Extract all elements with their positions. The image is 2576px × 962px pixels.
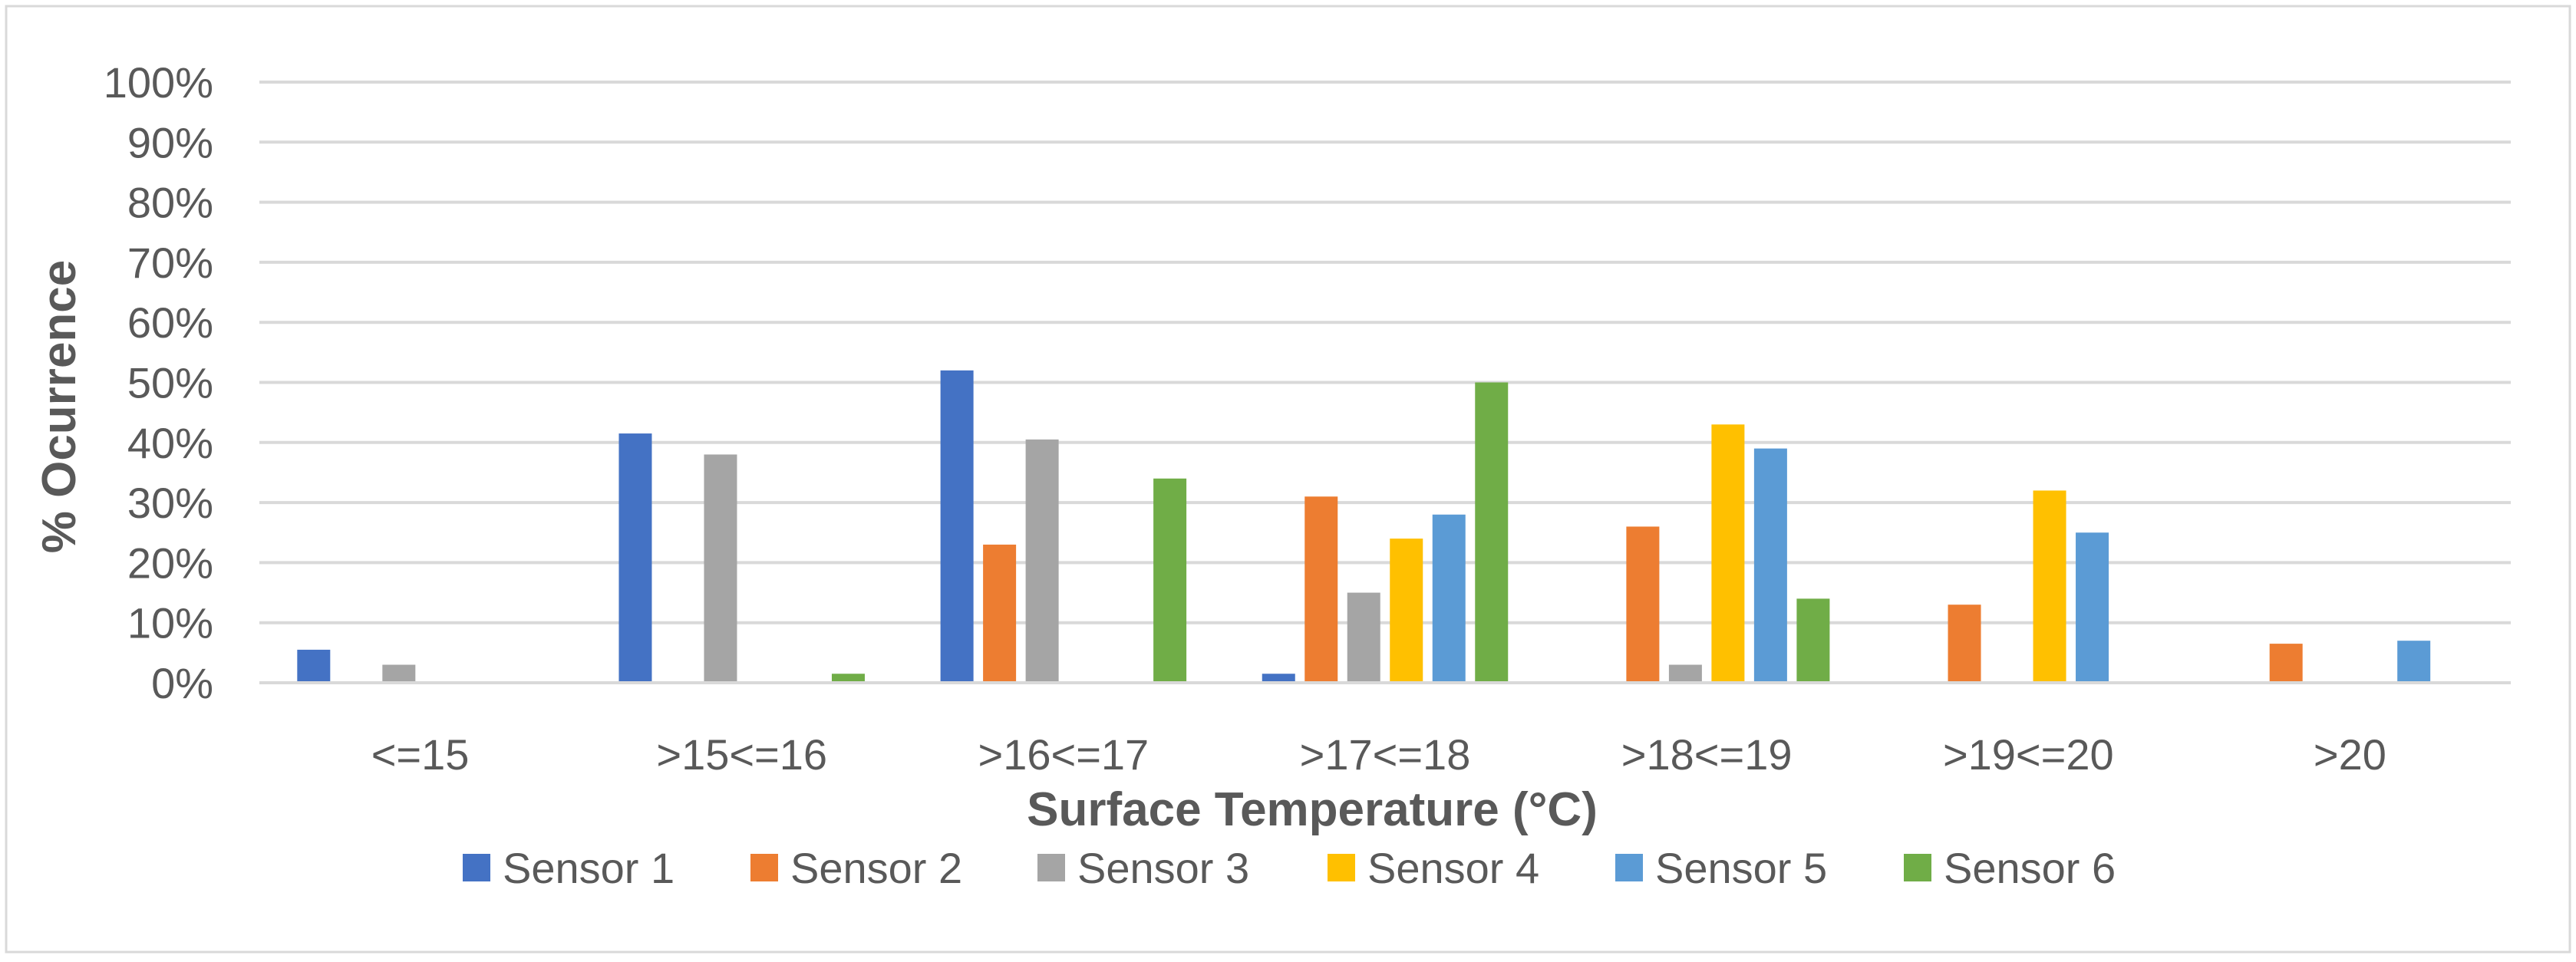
bar-sensor-2 [2269,644,2303,683]
bar-sensor-1 [297,649,331,683]
legend-swatch [1904,854,1931,881]
x-tick-label: >19<=20 [1943,730,2114,779]
x-tick-label: >18<=19 [1621,730,1793,779]
y-tick-label: 100% [104,58,213,107]
bar-sensor-1 [1262,674,1295,683]
y-axis-label: % Ocurrence [33,260,86,554]
bar-sensor-3 [704,454,737,683]
bar-sensor-3 [1668,664,1702,683]
bar-sensor-2 [1626,526,1660,683]
bars [297,370,2431,683]
bar-sensor-3 [382,664,416,683]
bar-sensor-2 [983,544,1017,683]
x-tick-label: >17<=18 [1300,730,1471,779]
y-tick-label: 60% [127,298,213,347]
chart-border [5,5,2571,954]
legend-swatch [1328,854,1355,881]
bar-sensor-5 [2076,532,2109,683]
x-axis-label: Surface Temperature (°C) [1027,783,1598,836]
legend-label: Sensor 5 [1655,844,1827,892]
y-tick-label: 90% [127,118,213,166]
legend-swatch [750,854,778,881]
bar-sensor-6 [1475,382,1509,683]
legend-swatch [1037,854,1065,881]
x-tick-label: <=15 [371,730,470,779]
bar-sensor-4 [2033,490,2066,683]
bar-sensor-3 [1347,592,1380,683]
y-axis-ticks: 0% 10% 20% 30% 40% 50% 60% 70% 80% 90% 100% [104,58,213,707]
x-tick-label: >20 [2314,730,2386,779]
bar-sensor-3 [1025,439,1059,683]
y-tick-label: 40% [127,419,213,467]
y-tick-label: 10% [127,599,213,647]
y-tick-label: 30% [127,479,213,527]
y-tick-label: 0% [151,659,213,707]
legend: Sensor 1 Sensor 2 Sensor 3 Sensor 4 Sensor 5… [463,844,2116,892]
legend-label: Sensor 2 [790,844,962,892]
bar-sensor-6 [1153,478,1187,683]
legend-swatch [1615,854,1643,881]
x-tick-label: >16<=17 [978,730,1149,779]
bar-sensor-6 [831,674,865,683]
legend-label: Sensor 6 [1944,844,2116,892]
bar-sensor-1 [618,433,652,683]
legend-label: Sensor 3 [1077,844,1249,892]
y-tick-label: 50% [127,359,213,407]
x-tick-label: >15<=16 [656,730,827,779]
bar-sensor-1 [940,370,974,683]
x-axis-ticks: <=15 >15<=16 >16<=17 >17<=18 >18<=19 >19<=20 >… [371,730,2386,779]
bar-sensor-2 [1948,605,1981,683]
bar-sensor-4 [1390,539,1423,683]
bar-sensor-5 [2397,641,2431,683]
bar-sensor-4 [1711,424,1745,683]
bar-sensor-5 [1753,448,1787,683]
y-tick-label: 70% [127,239,213,287]
y-tick-label: 80% [127,179,213,227]
bar-sensor-6 [1796,598,1830,683]
legend-label: Sensor 1 [503,844,675,892]
y-tick-label: 20% [127,539,213,587]
bar-sensor-5 [1432,514,1466,683]
bar-sensor-2 [1304,496,1338,683]
legend-label: Sensor 4 [1367,844,1539,892]
legend-swatch [463,854,490,881]
